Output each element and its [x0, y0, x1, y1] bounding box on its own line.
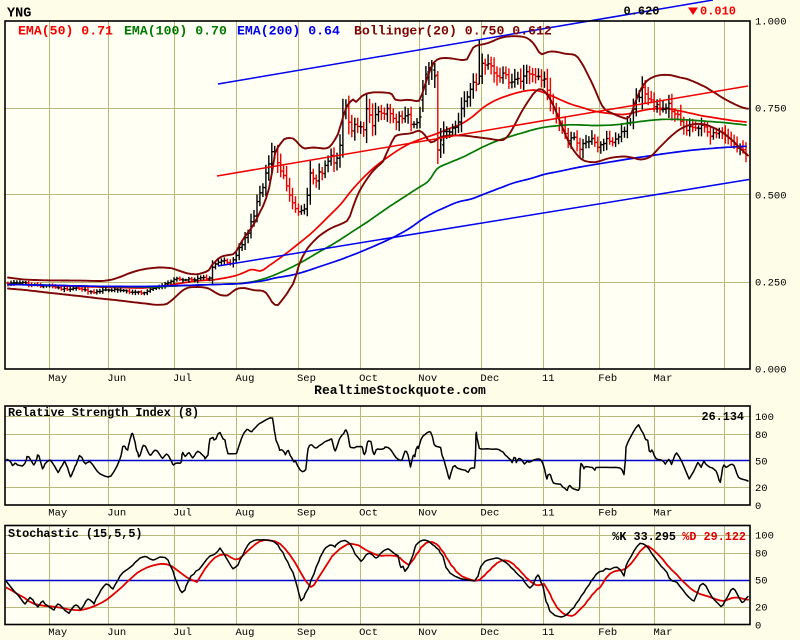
- svg-text:Aug: Aug: [236, 373, 255, 385]
- svg-text:Stochastic (15,5,5): Stochastic (15,5,5): [8, 527, 143, 541]
- svg-text:Nov: Nov: [418, 627, 437, 639]
- svg-text:50: 50: [755, 576, 768, 588]
- svg-text:Sep: Sep: [297, 508, 316, 520]
- svg-text:Dec: Dec: [480, 627, 499, 639]
- svg-text:Aug: Aug: [236, 508, 255, 520]
- svg-text:EMA(100) 0.70: EMA(100) 0.70: [124, 24, 227, 39]
- svg-text:0.500: 0.500: [755, 191, 787, 203]
- svg-text:Mar: Mar: [654, 373, 673, 385]
- svg-text:Dec: Dec: [480, 508, 499, 520]
- svg-text:Sep: Sep: [297, 373, 316, 385]
- svg-text:May: May: [48, 508, 67, 520]
- svg-text:50: 50: [755, 457, 768, 469]
- svg-text:Bollinger(20) 0.750 0.612: Bollinger(20) 0.750 0.612: [354, 24, 552, 39]
- svg-text:RealtimeStockquote.com: RealtimeStockquote.com: [314, 383, 486, 398]
- svg-text:EMA(200) 0.64: EMA(200) 0.64: [237, 24, 340, 39]
- svg-text:11: 11: [542, 508, 555, 520]
- svg-text:Jul: Jul: [173, 373, 192, 385]
- svg-text:Oct: Oct: [359, 373, 378, 385]
- svg-text:Nov: Nov: [418, 373, 437, 385]
- svg-text:100: 100: [755, 531, 774, 543]
- svg-text:Nov: Nov: [418, 508, 437, 520]
- svg-text:80: 80: [755, 549, 768, 561]
- svg-text:Jun: Jun: [107, 508, 126, 520]
- svg-text:0.750: 0.750: [755, 104, 787, 116]
- svg-text:YNG: YNG: [7, 7, 31, 22]
- svg-text:0.010: 0.010: [700, 5, 736, 19]
- svg-text:Oct: Oct: [359, 627, 378, 639]
- svg-text:20: 20: [755, 603, 768, 615]
- svg-text:0.000: 0.000: [755, 365, 787, 377]
- svg-text:Oct: Oct: [359, 508, 378, 520]
- svg-text:May: May: [48, 373, 67, 385]
- svg-text:0: 0: [755, 501, 761, 513]
- svg-text:EMA(50) 0.71: EMA(50) 0.71: [18, 24, 113, 39]
- svg-text:Dec: Dec: [480, 373, 499, 385]
- svg-text:0.620: 0.620: [624, 5, 660, 19]
- svg-text:Aug: Aug: [236, 627, 255, 639]
- svg-text:0: 0: [755, 621, 761, 633]
- svg-text:Sep: Sep: [297, 627, 316, 639]
- svg-text:20: 20: [755, 483, 768, 495]
- svg-text:0.250: 0.250: [755, 278, 787, 290]
- svg-text:Jun: Jun: [107, 627, 126, 639]
- svg-text:%K 33.295: %K 33.295: [612, 530, 676, 544]
- svg-text:11: 11: [542, 627, 555, 639]
- svg-text:May: May: [48, 627, 67, 639]
- svg-text:Mar: Mar: [654, 508, 673, 520]
- svg-text:Feb: Feb: [598, 508, 617, 520]
- svg-text:%D 29.122: %D 29.122: [682, 530, 746, 544]
- svg-text:100: 100: [755, 412, 774, 424]
- svg-text:Jul: Jul: [173, 627, 192, 639]
- svg-text:1.000: 1.000: [755, 17, 787, 29]
- svg-text:26.134: 26.134: [702, 410, 744, 424]
- svg-text:Feb: Feb: [598, 373, 617, 385]
- svg-text:Jun: Jun: [107, 373, 126, 385]
- svg-text:Feb: Feb: [598, 627, 617, 639]
- svg-text:Mar: Mar: [654, 627, 673, 639]
- svg-text:80: 80: [755, 430, 768, 442]
- svg-text:Jul: Jul: [173, 508, 192, 520]
- svg-text:Relative Strength Index (8): Relative Strength Index (8): [8, 406, 199, 420]
- svg-text:11: 11: [542, 373, 555, 385]
